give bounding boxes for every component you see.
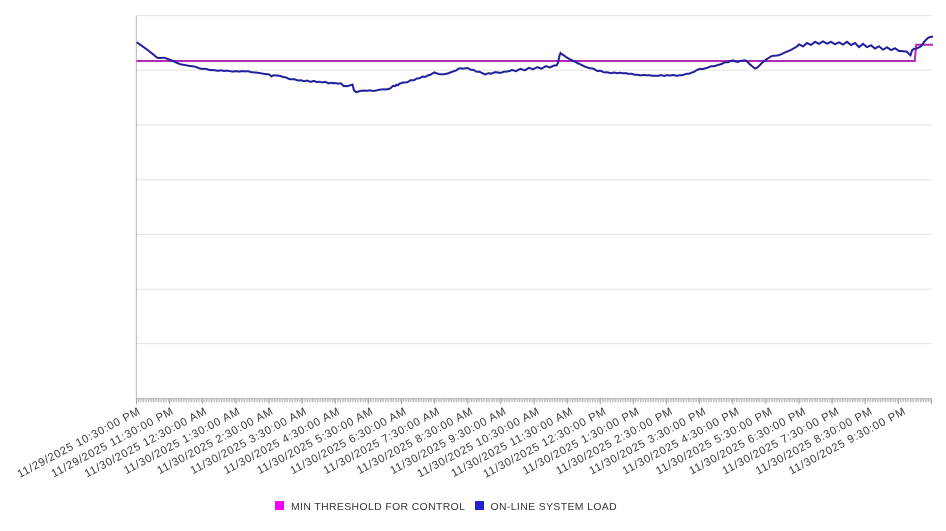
svg-text:ON-LINE SYSTEM LOAD: ON-LINE SYSTEM LOAD xyxy=(491,502,618,513)
svg-text:MIN THRESHOLD FOR CONTROL: MIN THRESHOLD FOR CONTROL xyxy=(291,502,465,513)
